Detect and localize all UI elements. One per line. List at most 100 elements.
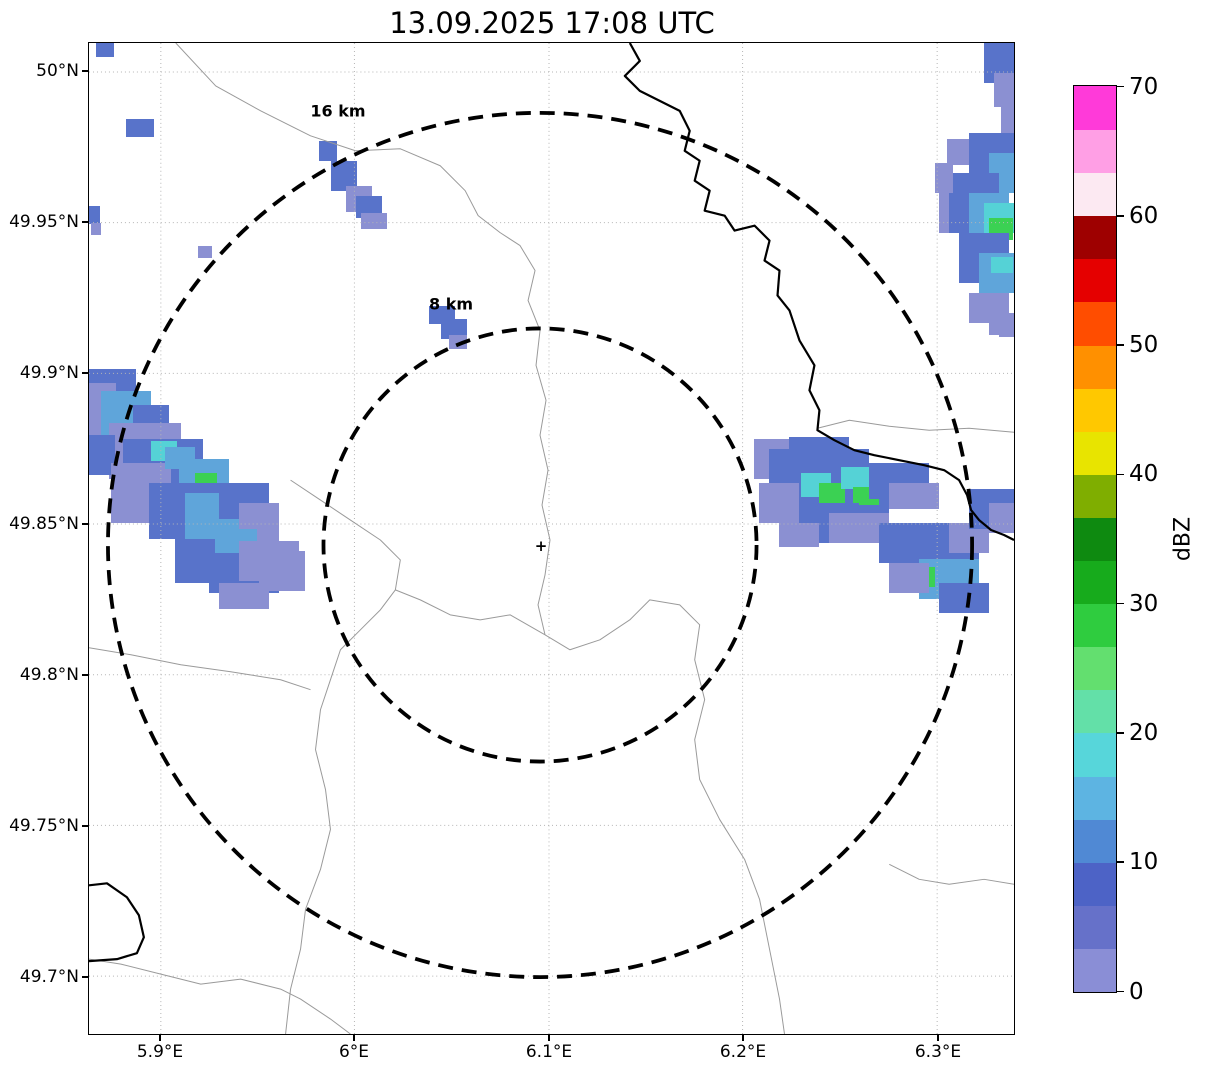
- colorbar-tick-label: 40: [1129, 461, 1159, 488]
- colorbar-segment: [1074, 86, 1116, 131]
- lon-tick-label: 6°E: [338, 1042, 370, 1062]
- figure-title: 13.09.2025 17:08 UTC: [389, 6, 715, 40]
- radar-echo-cell: [219, 583, 269, 609]
- radar-echo-cell: [319, 141, 337, 161]
- map-plot-area: + 16 km 8 km: [88, 42, 1015, 1035]
- colorbar-tick-label: 20: [1129, 719, 1159, 746]
- colorbar-tick-mark: [1117, 732, 1124, 734]
- radar-echo-cell: [89, 206, 100, 224]
- range-ring-label: 16 km: [310, 101, 366, 121]
- admin-boundary-line: [285, 479, 401, 1034]
- colorbar-tick-mark: [1117, 344, 1124, 346]
- range-ring-label: 8 km: [428, 294, 474, 314]
- lat-tick-mark: [82, 976, 88, 978]
- colorbar-tick-label: 30: [1129, 590, 1159, 617]
- colorbar-segment: [1074, 603, 1116, 648]
- colorbar-segment: [1074, 215, 1116, 260]
- lat-tick-mark: [82, 70, 88, 72]
- range-ring-circle: [106, 110, 974, 980]
- colorbar-tick-label: 70: [1129, 73, 1159, 100]
- lon-tick-label: 6.1°E: [525, 1042, 573, 1062]
- lon-tick-label: 6.3°E: [914, 1042, 962, 1062]
- radar-echo-cell: [994, 73, 1014, 107]
- lat-tick-label: 49.8°N: [19, 665, 79, 685]
- radar-echo-cell: [939, 583, 989, 613]
- lat-tick-label: 49.9°N: [19, 363, 79, 383]
- colorbar-segment: [1074, 344, 1116, 389]
- colorbar-segment: [1074, 301, 1116, 346]
- lon-tick-mark: [353, 1035, 355, 1041]
- colorbar-segment: [1074, 948, 1116, 992]
- colorbar-tick-label: 60: [1129, 202, 1159, 229]
- radar-echo-cell: [759, 483, 799, 523]
- lat-tick-mark: [82, 674, 88, 676]
- radar-echo-cell: [779, 523, 819, 547]
- country-border-line: [89, 882, 145, 963]
- radar-echo-cell: [841, 467, 871, 489]
- colorbar-segment: [1074, 517, 1116, 562]
- lon-tick-mark: [742, 1035, 744, 1041]
- lon-tick-mark: [159, 1035, 161, 1041]
- radar-echo-cell: [889, 563, 929, 593]
- colorbar-segment: [1074, 474, 1116, 518]
- radar-echo-cell: [96, 43, 114, 57]
- radar-echo-cell: [935, 163, 953, 193]
- admin-boundary-line: [89, 647, 311, 691]
- lat-tick-label: 49.75°N: [9, 816, 79, 836]
- lat-tick-mark: [82, 221, 88, 223]
- radar-echo-cell: [361, 213, 387, 229]
- lat-tick-label: 49.7°N: [19, 967, 79, 987]
- lat-tick-label: 49.95°N: [9, 212, 79, 232]
- colorbar-segment: [1074, 775, 1116, 820]
- lat-tick-mark: [82, 523, 88, 525]
- colorbar-segment: [1074, 172, 1116, 217]
- lon-tick-mark: [937, 1035, 939, 1041]
- admin-boundary-line: [889, 863, 1014, 885]
- colorbar-tick-mark: [1117, 473, 1124, 476]
- colorbar-tick-mark: [1117, 215, 1124, 217]
- radar-echo-cell: [126, 119, 154, 137]
- admin-boundary-line: [544, 599, 785, 1034]
- radar-echo-cell: [991, 257, 1013, 273]
- colorbar-tick-label: 50: [1129, 332, 1159, 359]
- lon-tick-mark: [548, 1035, 550, 1041]
- colorbar-tick-mark: [1117, 990, 1124, 993]
- radar-echo-layer: [89, 43, 1014, 1034]
- colorbar-segment: [1074, 905, 1116, 949]
- colorbar-segment: [1074, 388, 1116, 432]
- radar-echo-cell: [889, 483, 939, 509]
- colorbar-tick-mark: [1117, 602, 1124, 605]
- radar-echo-cell: [198, 246, 212, 258]
- lon-tick-label: 6.2°E: [719, 1042, 767, 1062]
- radar-echo-cell: [449, 335, 467, 349]
- radar-echo-cell: [175, 539, 215, 583]
- radar-echo-cell: [947, 139, 969, 165]
- colorbar-segment: [1074, 732, 1116, 777]
- colorbar-unit-label: dBZ: [1170, 516, 1196, 562]
- colorbar-segment: [1074, 560, 1116, 605]
- colorbar-segment: [1074, 646, 1116, 691]
- admin-boundary-line: [89, 958, 351, 1034]
- radar-echo-cell: [819, 483, 845, 503]
- radar-echo-cell: [1001, 103, 1014, 133]
- colorbar-tick-mark: [1117, 85, 1124, 88]
- radar-echo-cell: [441, 319, 467, 339]
- colorbar: [1073, 85, 1117, 993]
- colorbar-segment: [1074, 862, 1116, 906]
- colorbar-segment: [1074, 689, 1116, 734]
- lat-tick-label: 49.85°N: [9, 514, 79, 534]
- range-ring-circle: [321, 326, 759, 764]
- lat-tick-label: 50°N: [36, 61, 79, 81]
- colorbar-segment: [1074, 431, 1116, 475]
- country-border-line: [623, 43, 1014, 541]
- colorbar-tick-label: 0: [1129, 978, 1144, 1005]
- radar-echo-cell: [356, 196, 382, 218]
- admin-boundary-line: [817, 419, 1014, 433]
- colorbar-segment: [1074, 129, 1116, 174]
- lat-tick-mark: [82, 372, 88, 374]
- lat-tick-mark: [82, 825, 88, 827]
- radar-echo-cell: [989, 503, 1014, 533]
- radar-center-marker: +: [534, 537, 548, 555]
- colorbar-segment: [1074, 258, 1116, 303]
